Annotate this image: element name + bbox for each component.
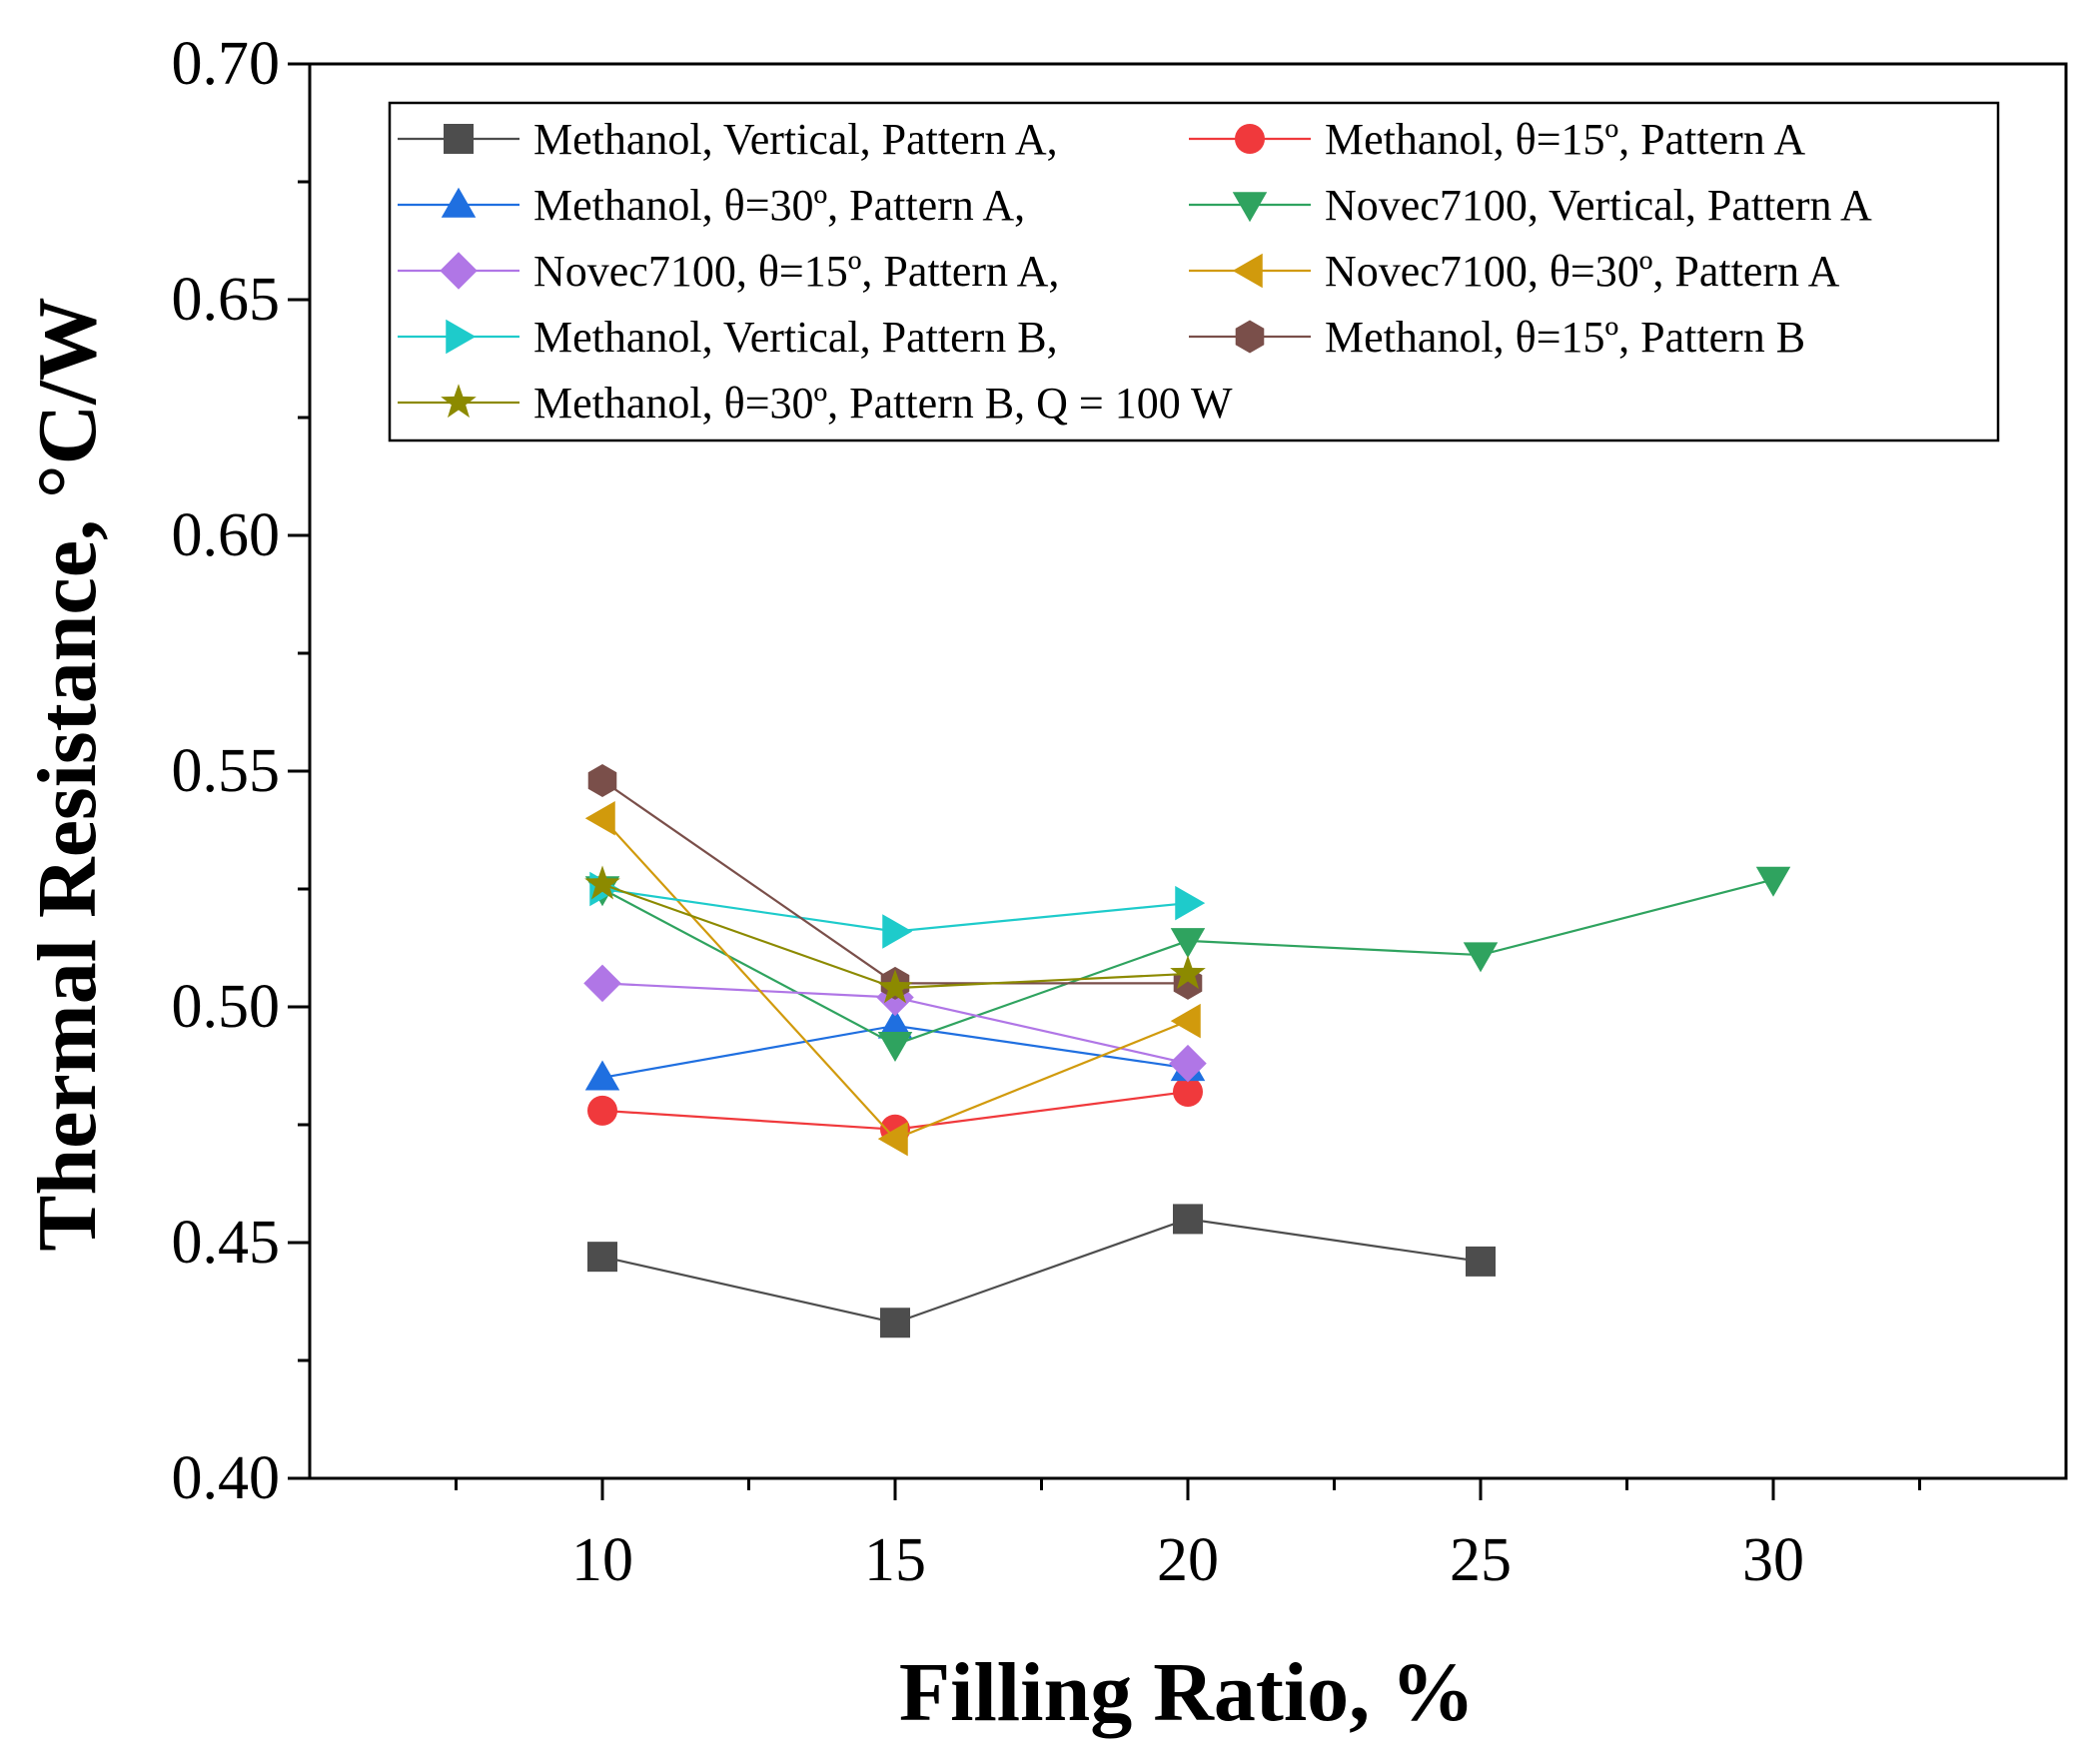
legend-item: Novec7100, θ=30º, Pattern A: [1189, 247, 1840, 296]
data-point: [1170, 955, 1206, 990]
legend-marker: [1232, 253, 1263, 289]
y-tick-label: 0.65: [172, 266, 281, 334]
legend-marker: [1232, 192, 1268, 223]
x-axis-title: Filling Ratio, %: [899, 1646, 1475, 1739]
data-point: [1755, 866, 1791, 897]
legend-marker: [440, 252, 478, 290]
series-9: [584, 865, 1206, 1004]
data-point: [1169, 1044, 1207, 1083]
data-point: [877, 1121, 908, 1157]
legend-marker: [444, 124, 474, 154]
data-point: [877, 969, 913, 1004]
legend-item: Novec7100, θ=15º, Pattern A,: [398, 247, 1059, 296]
data-point: [882, 914, 913, 949]
legend-item: Methanol, θ=15º, Pattern B: [1189, 313, 1805, 362]
data-point: [1170, 1003, 1201, 1039]
series-layer: [583, 763, 1791, 1338]
legend-label: Novec7100, θ=15º, Pattern A,: [533, 247, 1059, 296]
legend-label: Novec7100, Vertical, Pattern A: [1325, 181, 1872, 230]
series-1: [587, 1204, 1496, 1338]
data-point: [877, 1008, 913, 1039]
legend-marker: [441, 187, 477, 218]
legend-item: Methanol, θ=30º, Pattern B, Q = 100 W: [398, 379, 1233, 428]
data-point: [1173, 1204, 1203, 1235]
legend-marker: [1235, 124, 1265, 154]
series-line: [601, 779, 1188, 985]
data-point: [587, 763, 617, 797]
x-tick-label: 30: [1742, 1526, 1804, 1594]
data-point: [877, 1032, 913, 1063]
legend-label: Methanol, Vertical, Pattern A,: [533, 115, 1058, 164]
series-8: [587, 763, 1203, 1000]
series-7: [589, 871, 1206, 949]
data-point: [587, 1095, 617, 1126]
y-axis-title: Thermal Resistance, °C/W: [21, 297, 114, 1251]
legend-marker: [441, 384, 477, 419]
data-point: [1463, 942, 1499, 973]
legend-label: Methanol, θ=15º, Pattern A: [1325, 115, 1805, 164]
y-tick-label: 0.50: [172, 973, 281, 1041]
data-point: [584, 1060, 620, 1091]
legend-label: Methanol, θ=30º, Pattern B, Q = 100 W: [533, 379, 1233, 428]
legend-marker: [1235, 320, 1265, 354]
legend-item: Novec7100, Vertical, Pattern A: [1189, 181, 1872, 230]
data-point: [880, 1308, 910, 1338]
series-6: [584, 800, 1201, 1157]
data-point: [583, 964, 621, 1003]
legend-label: Novec7100, θ=30º, Pattern A: [1325, 247, 1840, 296]
data-point: [587, 1242, 617, 1273]
legend-label: Methanol, θ=30º, Pattern A,: [533, 181, 1025, 230]
y-tick-label: 0.60: [172, 501, 281, 569]
x-tick-label: 25: [1450, 1526, 1512, 1594]
legend: Methanol, Vertical, Pattern A, Methanol, …: [388, 101, 2000, 442]
data-point: [584, 865, 620, 900]
legend-item: Methanol, Vertical, Pattern B,: [398, 313, 1058, 362]
data-point: [1170, 928, 1206, 959]
legend-item: Methanol, θ=30º, Pattern A,: [398, 181, 1025, 230]
x-tick-label: 20: [1157, 1526, 1219, 1594]
data-point: [1466, 1246, 1496, 1277]
y-tick-label: 0.40: [172, 1444, 281, 1512]
data-point: [1173, 1076, 1203, 1107]
x-tick-label: 10: [571, 1526, 633, 1594]
axes: 10 15 20 25 30 0.40 0.45 0.50 0.55 0.60 0.65 0.70: [172, 30, 2068, 1594]
y-tick-label: 0.70: [172, 30, 281, 98]
y-tick-label: 0.45: [172, 1209, 281, 1277]
legend-label: Methanol, θ=15º, Pattern B: [1325, 313, 1805, 362]
legend-item: Methanol, θ=15º, Pattern A: [1189, 115, 1805, 164]
y-tick-label: 0.55: [172, 737, 281, 805]
series-line: [601, 1218, 1482, 1324]
data-point: [584, 800, 615, 836]
legend-marker: [446, 319, 477, 355]
data-point: [1175, 885, 1206, 921]
legend-item: Methanol, Vertical, Pattern A,: [398, 115, 1058, 164]
x-tick-label: 15: [864, 1526, 926, 1594]
legend-label: Methanol, Vertical, Pattern B,: [533, 313, 1058, 362]
